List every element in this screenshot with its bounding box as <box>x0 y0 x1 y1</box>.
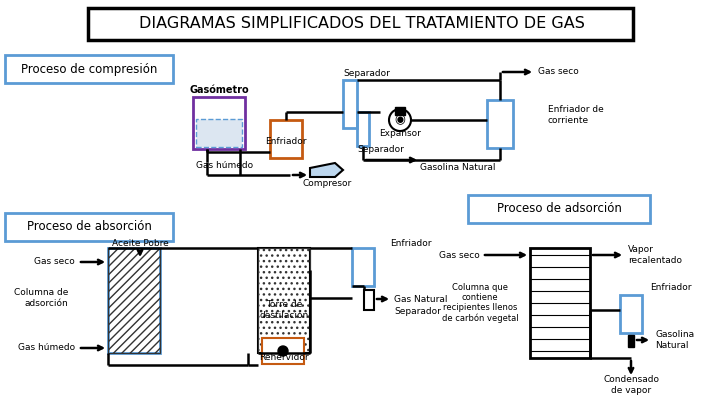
Bar <box>364 290 374 310</box>
Text: Columna que
contiene
recipientes llenos
de carbón vegetal: Columna que contiene recipientes llenos … <box>441 283 518 324</box>
Text: Compresor: Compresor <box>302 179 351 188</box>
Text: Enfriador: Enfriador <box>390 239 431 247</box>
Text: ◉: ◉ <box>395 113 405 126</box>
Bar <box>270 120 302 158</box>
Text: Enfriador: Enfriador <box>265 138 307 147</box>
Bar <box>352 248 374 286</box>
Text: Gas seco: Gas seco <box>439 251 480 260</box>
Text: Torre de
destilación: Torre de destilación <box>259 300 309 320</box>
Text: Enfriador: Enfriador <box>650 284 691 292</box>
Bar <box>88 8 633 40</box>
Bar <box>620 295 642 333</box>
Bar <box>468 195 650 223</box>
Text: Rehervidor: Rehervidor <box>259 354 309 362</box>
Bar <box>5 55 173 83</box>
Text: Gas húmedo: Gas húmedo <box>197 160 253 170</box>
Bar <box>395 107 405 115</box>
Text: Proceso de absorción: Proceso de absorción <box>27 220 151 234</box>
Bar <box>108 248 160 353</box>
Text: Gasolina Natural: Gasolina Natural <box>420 162 495 171</box>
Text: Gas Natural: Gas Natural <box>394 294 448 303</box>
Bar <box>262 338 304 364</box>
Text: Gasolina
Natural: Gasolina Natural <box>655 330 694 350</box>
Text: Gas seco: Gas seco <box>35 258 75 266</box>
Circle shape <box>278 346 288 356</box>
Text: Proceso de compresión: Proceso de compresión <box>21 62 157 75</box>
Polygon shape <box>310 163 343 177</box>
Text: DIAGRAMAS SIMPLIFICADOS DEL TRATAMIENTO DE GAS: DIAGRAMAS SIMPLIFICADOS DEL TRATAMIENTO … <box>139 17 585 32</box>
Bar <box>487 100 513 148</box>
Bar <box>258 248 310 353</box>
Text: Gasómetro: Gasómetro <box>190 85 250 95</box>
Text: Gas húmedo: Gas húmedo <box>18 343 75 352</box>
Text: Aceite Pobre: Aceite Pobre <box>112 239 168 247</box>
Text: Proceso de adsorción: Proceso de adsorción <box>497 202 621 215</box>
Bar <box>108 248 160 353</box>
Text: Vapor
recalentado: Vapor recalentado <box>628 245 682 265</box>
Bar <box>5 213 173 241</box>
Bar <box>530 248 590 358</box>
Text: Columna de
adsorción: Columna de adsorción <box>14 288 68 308</box>
Text: Separador: Separador <box>343 70 390 79</box>
Text: Gas seco: Gas seco <box>538 68 579 77</box>
Text: Expansor: Expansor <box>379 130 421 139</box>
Bar <box>258 248 310 353</box>
Bar <box>357 112 369 146</box>
Bar <box>343 80 357 128</box>
Bar <box>193 97 245 149</box>
Text: Separador: Separador <box>357 145 404 154</box>
Text: Condensado
de vapor: Condensado de vapor <box>603 375 659 395</box>
Circle shape <box>389 109 411 131</box>
Bar <box>196 119 242 147</box>
Bar <box>628 335 634 347</box>
Text: Separador: Separador <box>394 307 441 316</box>
Text: Enfriador de
corriente: Enfriador de corriente <box>548 105 604 125</box>
